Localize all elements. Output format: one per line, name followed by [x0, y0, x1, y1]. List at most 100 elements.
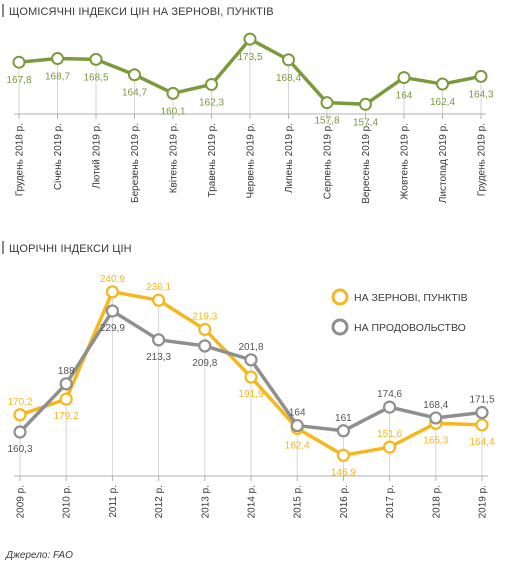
food-data-label: 160,3: [7, 444, 32, 455]
monthly-data-label: 164: [396, 91, 413, 102]
legend-label-grains: НА ЗЕРНОВІ, ПУНКТІВ: [354, 292, 468, 304]
food-data-label: 213,3: [146, 352, 171, 363]
grains-point: [383, 440, 397, 454]
monthly-category-label: Січень 2019 р.: [53, 123, 64, 190]
monthly-point: [320, 96, 334, 110]
monthly-point: [205, 77, 218, 91]
grains-point: [198, 322, 212, 336]
grains-data-label: 179,2: [54, 411, 79, 422]
food-data-label: 188: [58, 366, 75, 377]
annual-category-label: 2016 р.: [339, 485, 350, 518]
food-data-label: 229,9: [100, 323, 125, 334]
monthly-data-label: 160,1: [160, 106, 185, 117]
monthly-data-label: 173,5: [237, 52, 262, 63]
food-data-label: 171,5: [469, 395, 494, 406]
food-data-label: 201,8: [238, 342, 263, 353]
food-point: [13, 425, 27, 439]
grains-point: [244, 370, 258, 384]
food-point: [198, 339, 212, 353]
monthly-point: [12, 55, 26, 69]
legend: НА ЗЕРНОВІ, ПУНКТІВ НА ПРОДОВОЛЬСТВО: [331, 288, 468, 336]
annual-category-label: 2012 р.: [154, 485, 165, 518]
monthly-category-label: Листопад 2019 р.: [438, 123, 449, 203]
grains-point: [105, 285, 120, 299]
annual-category-label: 2019 р.: [478, 485, 489, 518]
food-data-label: 161: [335, 413, 352, 424]
annual-category-label: 2009 р.: [16, 485, 27, 518]
monthly-data-label: 162,4: [430, 97, 455, 108]
annual-category-label: 2010 р.: [62, 485, 73, 518]
grains-point: [152, 293, 166, 307]
monthly-data-label: 164,7: [122, 88, 147, 99]
monthly-category-label: Грудень 2018 р.: [15, 123, 26, 196]
food-point: [429, 411, 443, 425]
monthly-category-label: Травень 2019 р.: [207, 123, 218, 197]
legend-marker-grains: [331, 288, 349, 306]
food-point: [475, 405, 489, 420]
monthly-data-label: 157,4: [353, 117, 378, 128]
grains-data-label: 236,1: [146, 282, 171, 293]
legend-marker-food: [331, 318, 349, 336]
monthly-category-label: Серпень 2019 р.: [323, 123, 334, 199]
monthly-category-label: Квітень 2019 р.: [169, 123, 180, 193]
grains-data-label: 191,9: [238, 389, 263, 400]
food-point: [105, 304, 120, 318]
monthly-point: [359, 97, 372, 111]
annual-chart: 170,2 179,2 240,9 236,1 219,3 191,9 162,4 146,9…: [7, 274, 494, 519]
grains-point: [475, 418, 489, 432]
food-data-label: 174,6: [377, 389, 402, 400]
food-data-label: 168,4: [423, 400, 448, 411]
monthly-category-label: Вересень 2019 р.: [361, 123, 372, 204]
monthly-point: [89, 52, 103, 66]
food-point: [383, 400, 397, 414]
source-note: Джерело: FAO: [5, 550, 73, 561]
monthly-point: [474, 69, 488, 83]
monthly-chart: 167,8 168,7 168,5 164,7 160,1 162,3 173,5 168,4…: [6, 32, 494, 204]
food-point: [59, 377, 73, 391]
food-point: [336, 424, 350, 438]
monthly-point: [397, 71, 411, 85]
monthly-point: [436, 77, 449, 91]
food-data-label: 209,8: [192, 358, 217, 369]
monthly-category-label: Лютий 2019 р.: [92, 123, 103, 189]
monthly-data-label: 168,5: [83, 72, 108, 83]
grains-data-label: 165,3: [423, 435, 448, 446]
monthly-data-label: 157,8: [314, 116, 339, 127]
grains-data-label: 164,4: [469, 437, 494, 448]
grains-data-label: 170,2: [7, 397, 32, 408]
title-marker-monthly: [2, 4, 4, 17]
monthly-category-label: Жовтень 2019 р.: [400, 123, 411, 200]
legend-label-food: НА ПРОДОВОЛЬСТВО: [354, 322, 466, 334]
monthly-point: [243, 32, 257, 46]
grains-data-label: 146,9: [331, 467, 356, 478]
annual-chart-title: ЩОРІЧНІ ІНДЕКСИ ЦІН: [9, 243, 132, 255]
grains-data-label: 219,3: [192, 311, 217, 322]
monthly-data-label: 168,7: [45, 72, 70, 83]
monthly-point: [166, 86, 180, 100]
grains-data-label: 240,9: [100, 274, 125, 285]
monthly-point: [128, 68, 141, 82]
title-marker-annual: [2, 241, 4, 254]
food-point: [244, 353, 258, 367]
grains-point: [13, 408, 27, 422]
grains-data-label: 162,4: [285, 440, 310, 451]
monthly-data-label: 167,8: [6, 75, 31, 86]
food-point: [290, 418, 304, 433]
grains-point: [336, 448, 350, 462]
food-point: [152, 333, 166, 347]
annual-category-label: 2013 р.: [200, 485, 211, 518]
grains-data-label: 151,6: [377, 429, 402, 440]
monthly-category-label: Липень 2019 р.: [284, 123, 295, 193]
monthly-chart-title: ЩОМІСЯЧНІ ІНДЕКСИ ЦІН НА ЗЕРНОВІ, ПУНКТІ…: [9, 6, 274, 18]
monthly-data-label: 168,4: [276, 73, 301, 84]
monthly-category-label: Березень 2019 р.: [130, 123, 141, 203]
annual-category-label: 2014 р.: [247, 485, 258, 518]
monthly-category-label: Грудень 2019 р.: [477, 123, 488, 196]
monthly-data-label: 164,3: [468, 89, 493, 100]
monthly-point: [282, 53, 295, 67]
food-data-label: 164: [289, 408, 306, 419]
annual-category-label: 2011 р.: [108, 485, 119, 518]
annual-category-label: 2018 р.: [431, 485, 442, 518]
annual-category-label: 2017 р.: [385, 485, 396, 518]
